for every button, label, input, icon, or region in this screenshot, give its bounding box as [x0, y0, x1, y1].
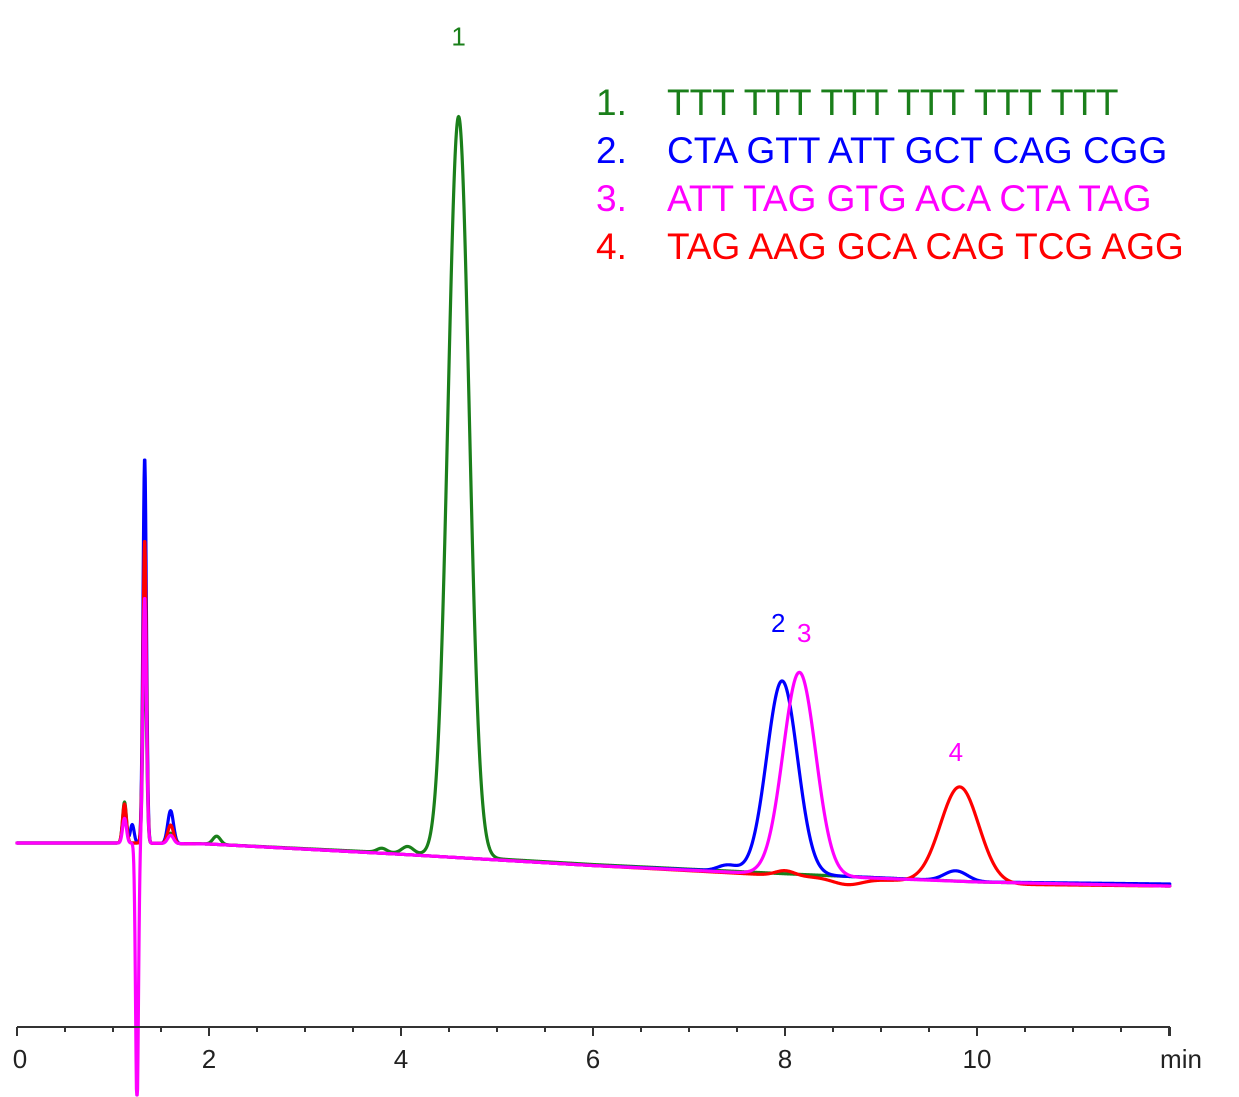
- x-axis: 0 2 4 6 8 10 min: [13, 1026, 1202, 1074]
- x-tick-label: 10: [963, 1044, 992, 1074]
- peak-labels: 1 2 3 4: [451, 22, 963, 767]
- x-tick-label: 4: [394, 1044, 408, 1074]
- legend-number: 3.: [596, 178, 627, 219]
- legend-number: 2.: [596, 130, 627, 171]
- legend-sequence: ATT TAG GTG ACA CTA TAG: [667, 178, 1152, 219]
- x-tick-label: 6: [586, 1044, 600, 1074]
- legend-number: 4.: [596, 226, 627, 267]
- trace-2: [15, 458, 1172, 886]
- legend-number: 1.: [596, 82, 627, 123]
- trace-4: [15, 539, 1172, 888]
- peak-label: 1: [451, 22, 465, 52]
- x-tick-label: 2: [202, 1044, 216, 1074]
- legend: 1. TTT TTT TTT TTT TTT TTT 2. CTA GTT ATT G…: [596, 82, 1184, 267]
- peak-label: 2: [771, 608, 785, 638]
- legend-sequence: TTT TTT TTT TTT TTT TTT: [667, 82, 1119, 123]
- legend-sequence: TAG AAG GCA CAG TCG AGG: [667, 226, 1184, 267]
- x-tick-label: 8: [778, 1044, 792, 1074]
- peak-label: 3: [797, 618, 811, 648]
- x-tick-label: 0: [13, 1044, 27, 1074]
- trace-3: [15, 597, 1172, 1097]
- traces: [15, 114, 1172, 1097]
- peak-label: 4: [949, 737, 963, 767]
- legend-sequence: CTA GTT ATT GCT CAG CGG: [667, 130, 1167, 171]
- x-axis-unit: min: [1160, 1044, 1202, 1074]
